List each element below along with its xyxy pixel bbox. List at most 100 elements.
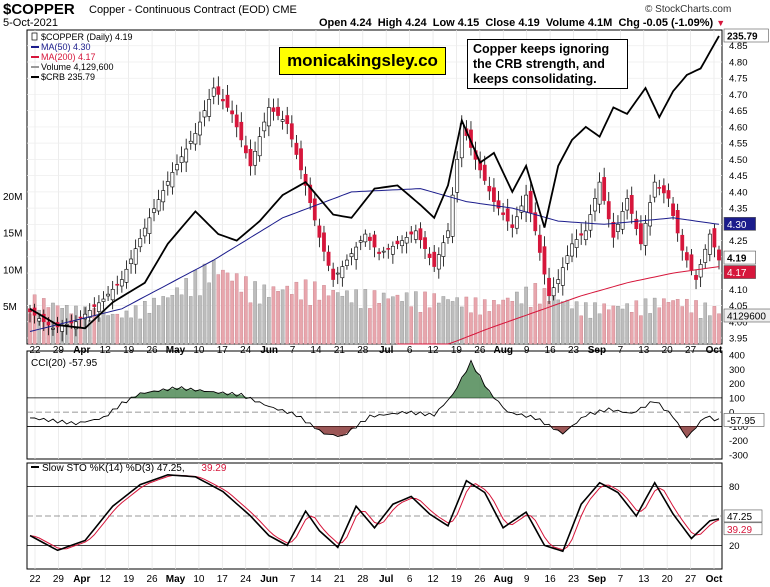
low-value: Low 4.15 bbox=[432, 17, 480, 29]
volume-bar bbox=[634, 300, 639, 345]
sto-legend-d: 39.29 bbox=[201, 463, 226, 474]
candle-body bbox=[565, 255, 570, 264]
open-value: Open 4.24 bbox=[319, 17, 372, 29]
volume-bar bbox=[115, 313, 120, 345]
x-tick-label: 9 bbox=[524, 574, 530, 585]
candle-body bbox=[289, 123, 294, 140]
candle-body bbox=[97, 302, 101, 312]
x-tick-label: 9 bbox=[524, 345, 530, 356]
candle-body bbox=[381, 250, 386, 253]
volume-bar bbox=[698, 318, 703, 345]
y-tick-label: 4.35 bbox=[729, 204, 748, 215]
volume-bar bbox=[143, 301, 147, 345]
candle-body bbox=[221, 99, 225, 102]
y-tick-label: 4.40 bbox=[729, 187, 748, 198]
candle-body bbox=[257, 136, 262, 157]
x-tick-label: Jun bbox=[260, 345, 278, 356]
volume-bar bbox=[616, 306, 620, 345]
candle-body bbox=[390, 245, 395, 255]
volume-value: Volume 4.1M bbox=[545, 17, 613, 29]
volume-bar bbox=[262, 284, 267, 345]
y-tick-label: 4.45 bbox=[729, 171, 748, 182]
volume-bar bbox=[253, 281, 257, 345]
volume-last-value-box bbox=[723, 308, 770, 323]
volume-bar bbox=[414, 291, 418, 345]
volume-bar bbox=[611, 305, 616, 345]
volume-bar bbox=[606, 309, 611, 345]
volume-bar bbox=[303, 279, 308, 345]
candle-body bbox=[312, 198, 317, 221]
volume-bar bbox=[708, 315, 712, 345]
volume-bar bbox=[423, 291, 427, 345]
x-tick-label: 7 bbox=[618, 345, 624, 356]
volume-bar bbox=[542, 288, 547, 345]
candle-body bbox=[147, 217, 152, 234]
volume-bar bbox=[593, 302, 597, 345]
candle-body bbox=[441, 242, 446, 257]
candle-body bbox=[639, 223, 643, 245]
volume-bar bbox=[326, 295, 331, 345]
x-tick-label: Jul bbox=[379, 345, 394, 356]
volume-bar bbox=[358, 308, 363, 345]
x-tick-label: 19 bbox=[123, 345, 135, 356]
x-tick-label: 14 bbox=[310, 345, 322, 356]
candle-body bbox=[326, 251, 331, 266]
x-tick-label: 23 bbox=[568, 574, 580, 585]
x-tick-label: Aug bbox=[494, 574, 513, 585]
candle-body bbox=[514, 216, 519, 229]
volume-bar bbox=[280, 289, 285, 345]
volume-bar bbox=[510, 301, 515, 345]
x-tick-label: 22 bbox=[29, 345, 41, 356]
candle-body bbox=[234, 114, 239, 128]
candle-body bbox=[358, 240, 363, 243]
legend-crb: $CRB 235.79 bbox=[41, 72, 95, 82]
volume-bar bbox=[717, 313, 721, 345]
candle-body bbox=[115, 283, 120, 286]
volume-bar bbox=[299, 299, 303, 345]
cci-tick-label: -300 bbox=[729, 451, 748, 462]
candle-body bbox=[611, 221, 616, 238]
candle-body bbox=[216, 86, 221, 95]
legend-swatch-main bbox=[31, 32, 38, 41]
volume-bar bbox=[639, 315, 643, 345]
ma50-last-value: 4.30 bbox=[727, 220, 747, 231]
volume-bar bbox=[69, 313, 74, 345]
volume-bar bbox=[404, 292, 409, 345]
volume-bar bbox=[317, 299, 322, 345]
candle-body bbox=[193, 133, 198, 145]
candle-body bbox=[322, 232, 326, 252]
volume-bar bbox=[441, 296, 446, 345]
y-tick-label: 4.80 bbox=[729, 57, 748, 68]
candle-body bbox=[583, 230, 588, 240]
candle-body bbox=[335, 272, 340, 275]
brand-credit[interactable]: © StockCharts.com bbox=[645, 4, 732, 15]
candle-body bbox=[262, 121, 267, 132]
candle-body bbox=[597, 181, 602, 205]
volume-bar bbox=[528, 307, 533, 345]
volume-bar bbox=[657, 307, 662, 345]
candle-body bbox=[694, 274, 698, 280]
volume-bar bbox=[331, 290, 335, 345]
y-tick-label: 4.00 bbox=[729, 317, 748, 328]
volume-bar bbox=[193, 270, 198, 345]
candle-body bbox=[533, 212, 538, 232]
volume-bar bbox=[395, 294, 400, 345]
volume-bar bbox=[625, 303, 629, 345]
candle-body bbox=[271, 107, 276, 112]
x-tick-label: 12 bbox=[427, 345, 439, 356]
volume-bar bbox=[276, 291, 280, 345]
candle-body bbox=[519, 205, 524, 213]
ma200-last-value: 4.17 bbox=[727, 268, 747, 279]
volume-bar bbox=[244, 276, 248, 345]
crb-line bbox=[29, 35, 720, 330]
volume-bar bbox=[294, 281, 299, 345]
x-tick-label: Oct bbox=[706, 345, 723, 356]
candle-body bbox=[37, 318, 42, 322]
cci-panel-frame bbox=[26, 350, 723, 460]
y-tick-label: 4.65 bbox=[729, 106, 748, 117]
x-tick-label: 27 bbox=[685, 345, 697, 356]
candle-body bbox=[211, 87, 216, 97]
volume-bar bbox=[427, 307, 432, 345]
candle-body bbox=[110, 288, 115, 301]
x-tick-label: 7 bbox=[618, 574, 624, 585]
